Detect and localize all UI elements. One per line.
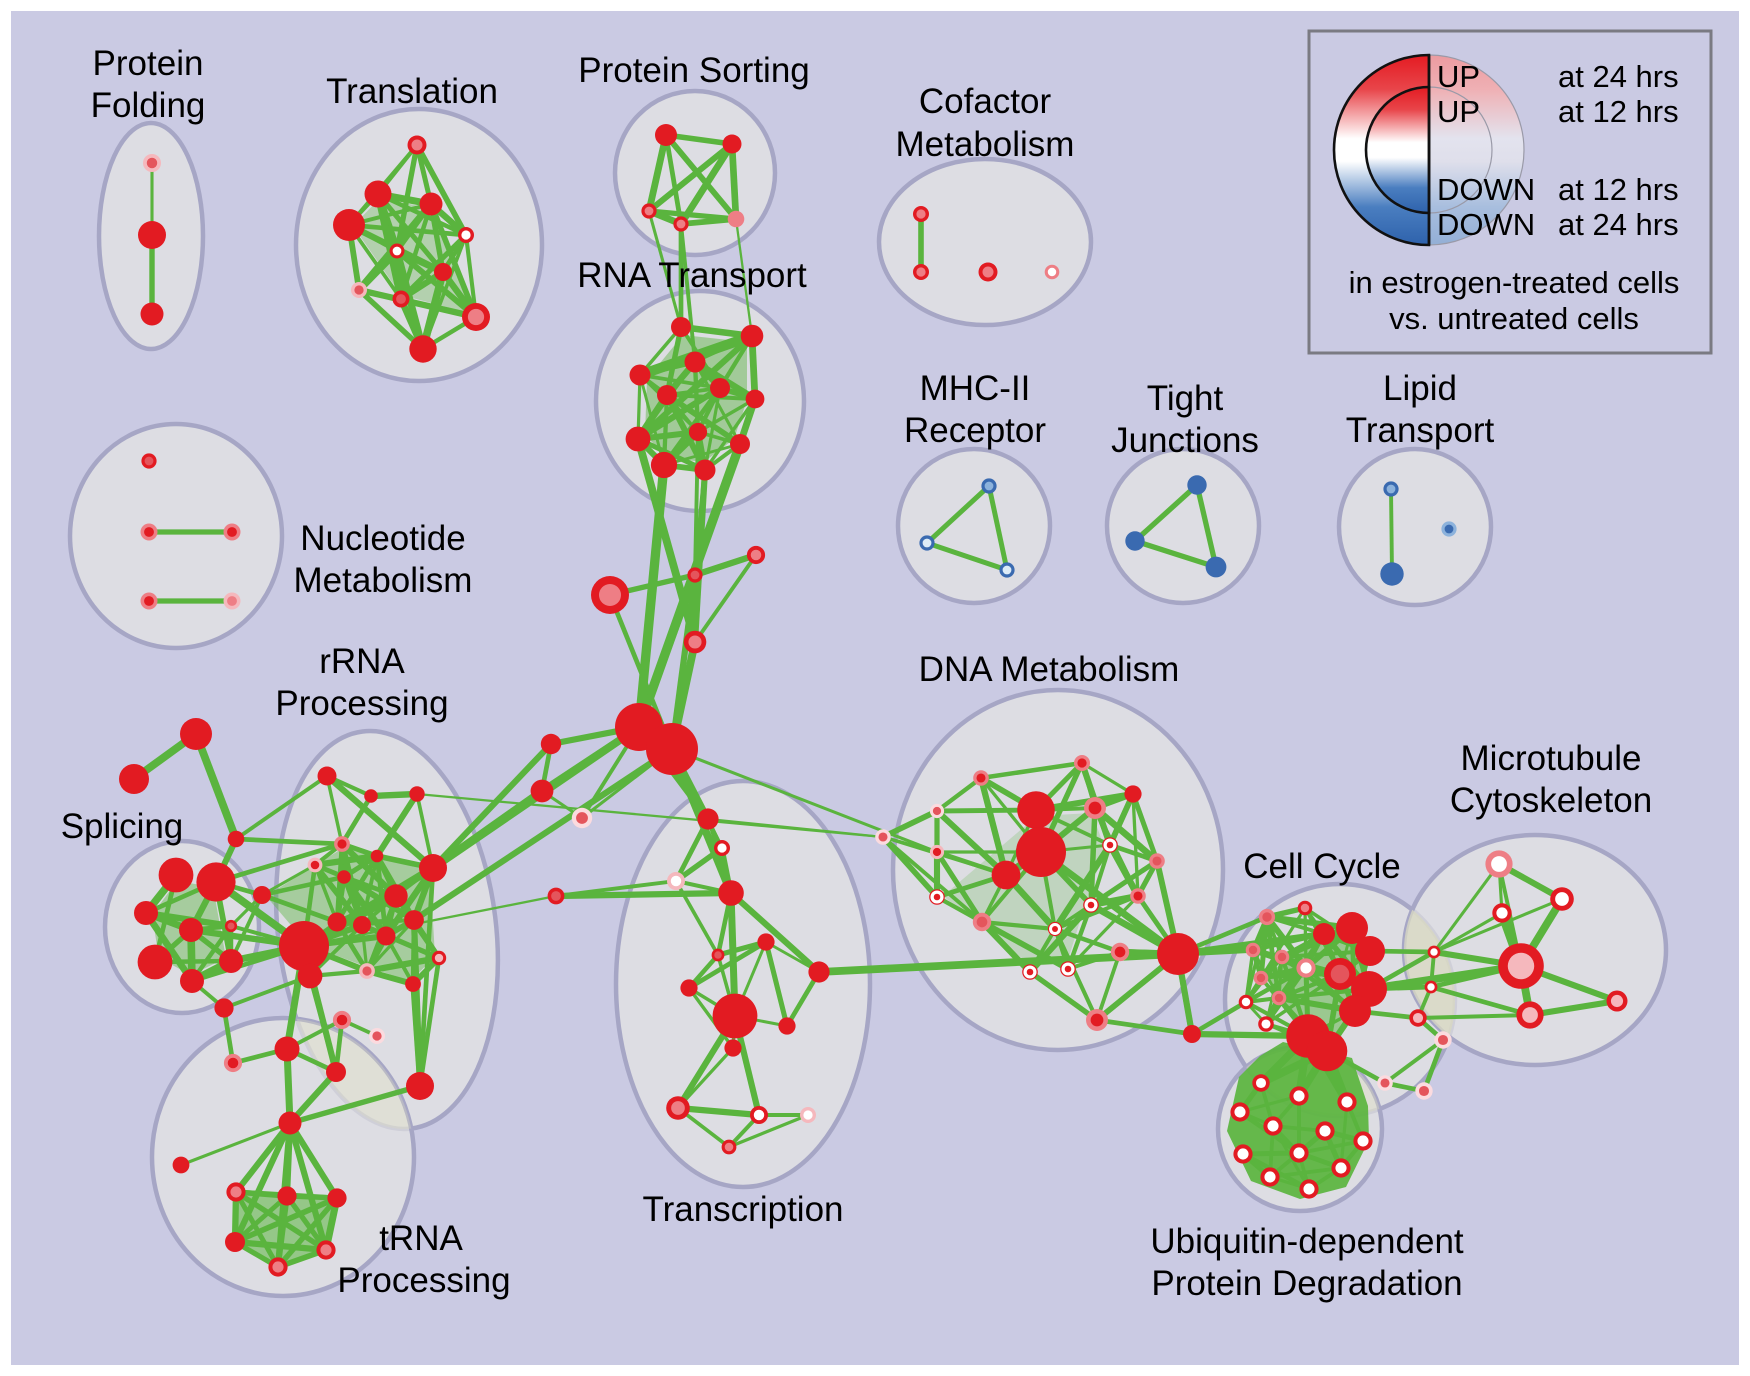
svg-text:at 24 hrs: at 24 hrs	[1558, 207, 1679, 242]
svg-text:at 12 hrs: at 12 hrs	[1558, 94, 1679, 129]
svg-text:DOWN: DOWN	[1437, 172, 1535, 207]
svg-text:Cell Cycle: Cell Cycle	[1243, 847, 1401, 886]
svg-text:Transport: Transport	[1346, 411, 1495, 450]
svg-text:UP: UP	[1437, 94, 1480, 129]
svg-text:Metabolism: Metabolism	[896, 125, 1075, 164]
svg-text:Protein Sorting: Protein Sorting	[578, 51, 810, 90]
svg-text:Protein: Protein	[93, 44, 204, 83]
svg-text:Transcription: Transcription	[643, 1190, 844, 1229]
svg-text:Microtubule: Microtubule	[1461, 739, 1642, 778]
svg-text:Nucleotide: Nucleotide	[300, 519, 465, 558]
svg-text:DNA Metabolism: DNA Metabolism	[919, 650, 1180, 689]
svg-text:Folding: Folding	[91, 86, 206, 125]
svg-text:Protein Degradation: Protein Degradation	[1151, 1264, 1462, 1303]
svg-text:Splicing: Splicing	[61, 807, 184, 846]
svg-text:rRNA: rRNA	[319, 642, 405, 681]
svg-text:at 24 hrs: at 24 hrs	[1558, 59, 1679, 94]
svg-text:Processing: Processing	[337, 1261, 510, 1300]
svg-text:Tight: Tight	[1147, 379, 1224, 418]
svg-text:Junctions: Junctions	[1111, 421, 1259, 460]
svg-text:vs. untreated cells: vs. untreated cells	[1389, 301, 1639, 336]
svg-text:Lipid: Lipid	[1383, 369, 1457, 408]
svg-text:Receptor: Receptor	[904, 411, 1046, 450]
svg-text:UP: UP	[1437, 59, 1480, 94]
svg-text:Cofactor: Cofactor	[919, 82, 1052, 121]
svg-text:Processing: Processing	[275, 684, 448, 723]
svg-text:Cytoskeleton: Cytoskeleton	[1450, 781, 1652, 820]
svg-text:RNA Transport: RNA Transport	[577, 256, 807, 295]
svg-text:Metabolism: Metabolism	[294, 561, 473, 600]
svg-text:Translation: Translation	[326, 72, 498, 111]
svg-text:MHC-II: MHC-II	[920, 369, 1031, 408]
svg-text:tRNA: tRNA	[379, 1219, 463, 1258]
svg-text:in estrogen-treated cells: in estrogen-treated cells	[1349, 265, 1680, 300]
svg-text:at 12 hrs: at 12 hrs	[1558, 172, 1679, 207]
svg-text:DOWN: DOWN	[1437, 207, 1535, 242]
svg-text:Ubiquitin-dependent: Ubiquitin-dependent	[1150, 1222, 1464, 1261]
